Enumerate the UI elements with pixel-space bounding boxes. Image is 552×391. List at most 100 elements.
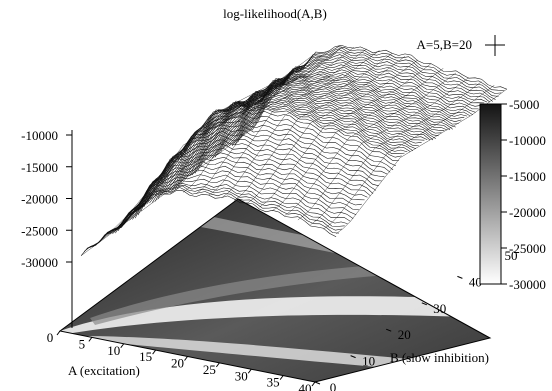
mesh-line [209,76,465,159]
mesh-line [157,101,414,200]
mesh-line [191,83,448,176]
mesh-line [272,68,444,211]
mesh-line [208,50,380,196]
a-tick-mark [152,349,157,355]
mesh-line [177,88,434,187]
a-tick-mark [247,368,252,374]
mesh-line [206,76,462,160]
a-tick-mark [279,375,284,380]
colorbar-tick-label: -5000 [509,97,539,112]
a-tick-mark [215,362,220,368]
mesh-line [80,128,253,256]
mesh-line [251,45,508,131]
mesh-line [106,92,278,236]
mesh-line [119,77,291,225]
colorbar: -5000 -10000 -15000 -20000 -25000 -30000 [479,97,546,292]
b-tick-label: 0 [330,380,337,391]
z-axis: -10000 -15000 -20000 -25000 -30000 [21,128,73,328]
mesh-line [182,47,355,193]
mesh-line [93,110,265,246]
mesh-line [200,79,456,167]
b-tick-label: 10 [362,354,375,369]
mesh-line [211,75,468,159]
a-tick-label: 10 [107,343,120,358]
colorbar-tick-label: -20000 [509,205,546,220]
z-tick-label: -25000 [21,223,58,238]
mesh-line [132,124,388,220]
a-tick-mark [184,356,188,361]
colorbar-tick-label: -25000 [509,241,546,256]
mesh-line [248,46,505,132]
mesh-line [143,107,399,208]
mesh-line [146,105,402,205]
b-tick-label: 50 [505,248,518,263]
a-tick-mark [311,381,316,387]
a-tick-label: 35 [267,375,280,390]
mesh-line [234,57,491,145]
b-tick-label: 30 [433,301,446,316]
mesh-line [137,116,394,216]
a-tick-mark [56,330,61,336]
mesh-line [214,73,471,158]
mesh-line [195,48,367,194]
b-axis-label: B (slow inhibition) [390,350,489,365]
colorbar-tick-label: -30000 [509,277,546,292]
mesh-line [197,81,454,171]
z-tick-label: -15000 [21,160,58,175]
mesh-line [189,84,445,176]
b-tick-mark [457,275,463,279]
mesh-line [217,71,473,155]
mesh-line [194,82,451,174]
b-tick-mark [350,355,356,359]
mesh-line [169,94,425,190]
b-tick-label: 40 [469,274,482,289]
surface-mesh [80,45,508,256]
mesh-line [149,105,405,204]
a-tick-label: 30 [235,368,248,383]
a-tick-mark [120,343,125,349]
a-tick-label: 15 [139,349,152,364]
mesh-line [157,50,329,198]
mesh-line [297,77,469,221]
mesh-line [243,49,499,136]
b-axis: 0 10 20 30 40 50 [314,248,518,391]
b-tick-mark [421,302,427,306]
b-tick-mark [314,381,321,385]
mesh-line [335,88,508,234]
colorbar-tick-label: -10000 [509,133,546,148]
z-tick-label: -20000 [21,192,58,207]
a-tick-mark [88,337,93,342]
a-tick-label: 20 [171,356,184,371]
mesh-line [109,157,365,234]
mesh-line [186,84,442,178]
a-tick-label: 0 [47,330,54,345]
mesh-line [284,72,457,216]
b-tick-label: 20 [398,327,411,342]
mesh-line [259,63,431,208]
mesh-line [160,99,417,196]
mesh-line [166,95,422,191]
mesh-line [246,47,502,133]
chart-title: log-likelihood(A,B) [223,6,327,21]
mesh-line [103,165,359,237]
mesh-line [237,54,493,143]
mesh-line [221,53,393,199]
mesh-line [183,85,439,180]
a-tick-label: 5 [79,336,86,351]
mesh-line [174,91,431,190]
mesh-line [152,104,408,203]
z-tick-label: -30000 [21,255,58,270]
mesh-line [226,64,482,147]
z-tick-label: -10000 [21,128,58,143]
a-tick-label: 40 [299,381,312,391]
mesh-line [163,97,419,193]
mesh-line [144,53,316,201]
legend-label: A=5,B=20 [417,37,472,52]
a-axis: 0 5 10 15 20 25 30 35 40 [47,330,316,391]
mesh-line [310,81,482,225]
mesh-line [170,47,342,194]
colorbar-tick-label: -15000 [509,169,546,184]
mesh-line [154,102,411,202]
mesh-line [323,85,495,230]
